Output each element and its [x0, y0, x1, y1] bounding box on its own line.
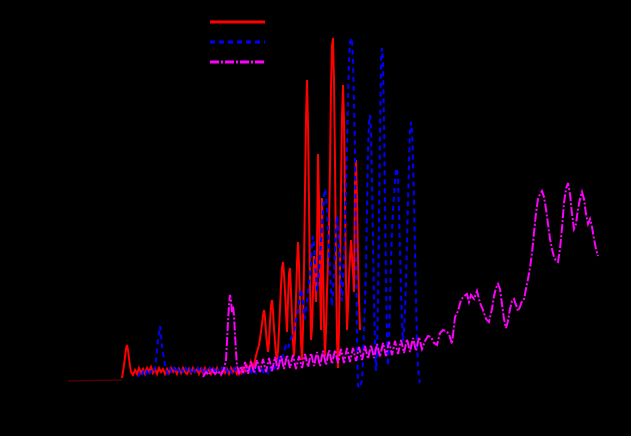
- legend: [210, 20, 265, 64]
- series-blue-curve: [137, 34, 421, 390]
- series-layer: [67, 34, 599, 390]
- series-magenta-curve: [202, 182, 599, 378]
- baseline-dark-red-curve: [67, 379, 123, 382]
